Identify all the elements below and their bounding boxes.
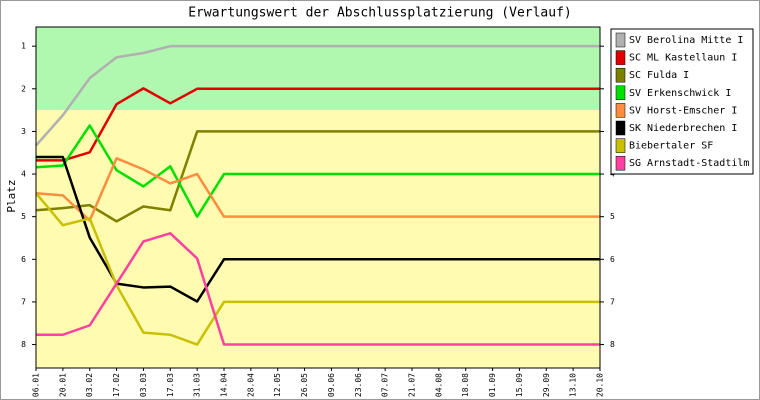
x-tick-label: 31.03 bbox=[193, 373, 202, 397]
x-tick-label: 13.10 bbox=[569, 373, 578, 397]
y-tick-label: 7 bbox=[610, 297, 615, 306]
series-line bbox=[36, 232, 600, 346]
x-tick-label: 18.08 bbox=[461, 373, 470, 397]
x-tick-label: 03.03 bbox=[139, 373, 148, 397]
y-tick-label: 5 bbox=[21, 212, 26, 221]
legend-label: SV Horst-Emscher I bbox=[629, 105, 737, 116]
y-tick-label: 4 bbox=[21, 170, 26, 179]
x-tick-label: 14.04 bbox=[220, 373, 229, 397]
x-tick-label: 17.02 bbox=[112, 373, 121, 397]
y-tick-label: 1 bbox=[21, 42, 26, 51]
y-tick-label: 8 bbox=[21, 340, 26, 349]
x-tick-label: 17.03 bbox=[166, 373, 175, 397]
x-tick-label: 20.01 bbox=[58, 373, 67, 397]
legend-label: SK Niederbrechen I bbox=[629, 123, 737, 134]
legend-swatch bbox=[615, 120, 626, 136]
y-tick-label: 6 bbox=[610, 255, 615, 264]
legend-swatch bbox=[615, 85, 626, 101]
legend-swatch bbox=[615, 138, 626, 153]
x-tick-label: 07.07 bbox=[381, 373, 390, 397]
legend-label: Biebertaler SF bbox=[629, 141, 713, 152]
y-tick-label: 8 bbox=[610, 340, 615, 349]
x-tick-label: 15.09 bbox=[515, 373, 524, 397]
legend-label: SV Erkenschwick I bbox=[629, 88, 731, 99]
x-tick-label: 01.09 bbox=[488, 373, 497, 397]
series-line bbox=[35, 44, 600, 147]
legend-label: SC Fulda I bbox=[629, 70, 689, 81]
x-tick-label: 21.07 bbox=[408, 373, 417, 397]
series-line bbox=[35, 130, 600, 223]
legend-swatch bbox=[615, 67, 626, 83]
x-tick-label: 03.02 bbox=[85, 373, 94, 397]
y-tick-label: 6 bbox=[21, 255, 26, 264]
y-tick-label: 7 bbox=[21, 297, 26, 306]
series-line bbox=[36, 155, 600, 303]
legend-swatch bbox=[615, 155, 626, 171]
series-line bbox=[36, 87, 600, 162]
y-tick-label: 2 bbox=[21, 84, 26, 93]
x-tick-label: 09.06 bbox=[327, 373, 336, 397]
x-tick-label: 06.01 bbox=[32, 373, 41, 397]
x-tick-label: 23.06 bbox=[354, 373, 363, 397]
y-tick-label: 3 bbox=[21, 127, 26, 136]
legend-swatch bbox=[615, 103, 626, 118]
legend-box bbox=[610, 28, 754, 175]
chart-title: Erwartungswert der Abschlussplatzierung … bbox=[188, 6, 572, 21]
x-tick-label: 20.10 bbox=[596, 373, 605, 397]
series-line bbox=[35, 124, 600, 218]
series-line bbox=[35, 157, 600, 222]
x-tick-label: 12.05 bbox=[273, 373, 282, 397]
x-tick-label: 28.04 bbox=[246, 373, 255, 397]
legend-label: SV Berolina Mitte I bbox=[629, 35, 743, 46]
legend-swatch bbox=[615, 32, 626, 48]
x-tick-label: 04.08 bbox=[434, 373, 443, 397]
plot-border bbox=[35, 26, 601, 369]
background-band bbox=[36, 110, 600, 369]
series-line bbox=[35, 192, 600, 346]
legend-swatch bbox=[615, 50, 626, 65]
x-tick-label: 29.09 bbox=[542, 373, 551, 397]
legend-label: SG Arnstadt-Stadtilm bbox=[629, 158, 749, 169]
background-band bbox=[36, 27, 600, 111]
y-axis-label: Platz bbox=[5, 179, 18, 212]
legend-label: SC ML Kastellaun I bbox=[629, 53, 737, 64]
y-tick-label: 5 bbox=[610, 212, 615, 221]
x-tick-label: 26.05 bbox=[300, 373, 309, 397]
